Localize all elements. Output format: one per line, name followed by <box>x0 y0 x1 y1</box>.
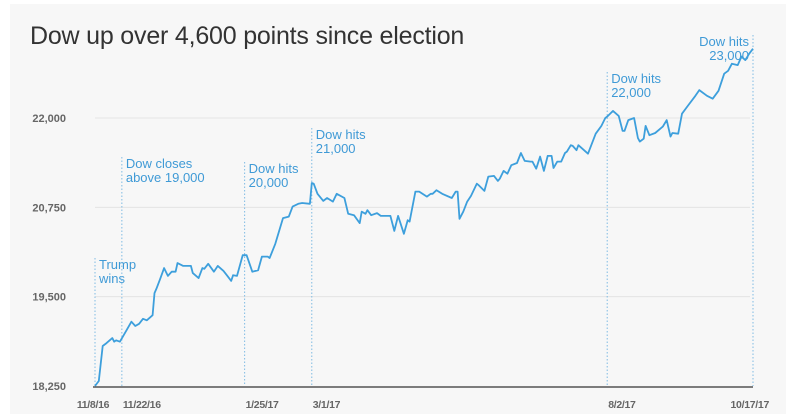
y-tick-label: 20,750 <box>32 202 66 214</box>
chart-title: Dow up over 4,600 points since election <box>30 22 465 50</box>
x-tick-label: 11/8/16 <box>77 399 110 411</box>
annotation-label: 22,000 <box>611 85 651 100</box>
x-tick-label: 8/2/17 <box>608 399 636 411</box>
annotation-label: Dow hits <box>699 34 749 49</box>
annotation-label: Dow hits <box>316 127 366 142</box>
annotation-label: Dow closes <box>126 156 193 171</box>
annotation-label: 20,000 <box>249 175 289 190</box>
annotation-label: Trump <box>99 257 136 272</box>
dow-series-line <box>94 48 754 387</box>
x-tick-label: 1/25/17 <box>246 399 279 411</box>
x-tick-label: 3/1/17 <box>313 399 341 411</box>
annotation-label: 23,000 <box>709 48 749 63</box>
annotation-label: Dow hits <box>611 71 661 86</box>
chart-background <box>10 4 786 414</box>
annotation-label: above 19,000 <box>126 170 205 185</box>
annotation-label: Dow hits <box>249 161 299 176</box>
y-tick-label: 22,000 <box>32 113 66 125</box>
y-tick-label: 18,250 <box>32 381 66 393</box>
annotation-label: 21,000 <box>316 141 356 156</box>
x-tick-label: 11/22/16 <box>123 399 161 411</box>
annotation-label: wins <box>98 271 126 286</box>
x-tick-label: 10/17/17 <box>731 399 770 411</box>
y-tick-label: 19,500 <box>32 292 66 304</box>
